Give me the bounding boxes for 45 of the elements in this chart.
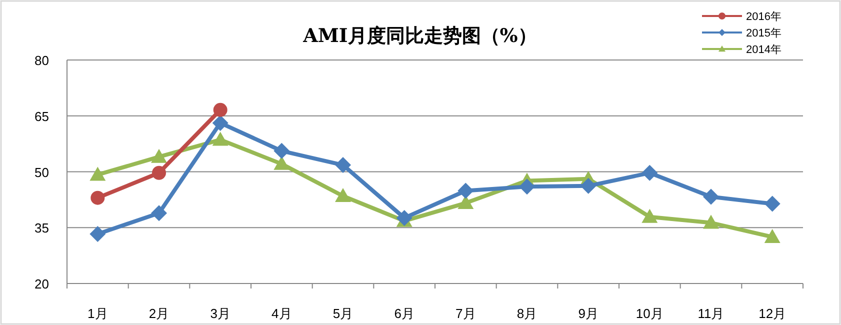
point	[642, 164, 658, 181]
point	[90, 166, 106, 181]
point	[703, 188, 719, 205]
point	[335, 188, 351, 202]
legend-label: 2015年	[746, 28, 782, 40]
point	[642, 208, 658, 223]
point	[90, 190, 105, 205]
x-tick-label: 6月	[394, 306, 414, 321]
point	[396, 210, 412, 226]
y-tick-label: 35	[34, 220, 49, 236]
x-tick-label: 2月	[148, 306, 170, 321]
x-tick-label: 11月	[698, 306, 724, 321]
x-tick-label: 9月	[578, 306, 598, 321]
legend-label: 2016年	[746, 11, 782, 23]
x-tick-label: 10月	[636, 306, 664, 321]
x-tick-label: 5月	[332, 306, 354, 321]
point	[212, 132, 228, 146]
x-tick-label: 7月	[456, 306, 476, 321]
point	[152, 166, 166, 180]
point	[764, 196, 780, 212]
point	[580, 178, 596, 194]
legend-label: 2014年	[746, 44, 782, 56]
point	[458, 182, 474, 199]
point	[151, 148, 167, 163]
x-tick-label: 3月	[210, 306, 230, 321]
point	[335, 157, 351, 174]
point	[213, 102, 228, 117]
y-tick-label: 65	[34, 108, 49, 124]
x-tick-label: 1月	[88, 306, 108, 321]
point	[764, 228, 780, 243]
x-tick-label: 12月	[758, 306, 786, 321]
point	[212, 114, 228, 131]
point	[458, 195, 474, 210]
y-tick-label: 20	[34, 276, 49, 292]
point	[90, 226, 106, 242]
point	[274, 142, 290, 159]
point	[703, 214, 719, 229]
point	[151, 205, 167, 222]
y-tick-label: 50	[34, 164, 49, 180]
chart-title: AMI月度同比走势图（%）	[302, 25, 537, 47]
point	[274, 156, 290, 170]
x-tick-label: 8月	[516, 306, 538, 321]
x-tick-label: 4月	[272, 306, 292, 321]
y-tick-label: 80	[34, 53, 49, 68]
point	[519, 178, 535, 195]
